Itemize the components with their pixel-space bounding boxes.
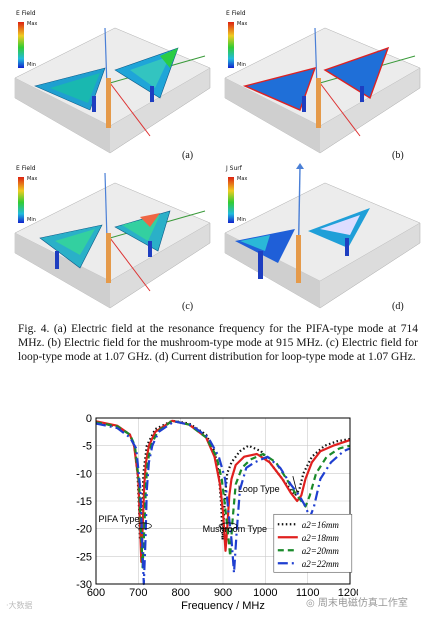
legend-max-b: Max — [237, 21, 248, 27]
pifa-ellipse — [135, 522, 152, 530]
figure-caption: Fig. 4. (a) Electric field at the resona… — [18, 323, 418, 363]
legend-label-3: a2=22mm — [302, 559, 340, 569]
x-tick-label: 700 — [129, 587, 147, 599]
legend-max-a: Max — [27, 21, 38, 27]
field-sim-b — [224, 22, 421, 154]
y-tick-label: -15 — [76, 496, 92, 508]
legend-min-b: Min — [237, 62, 246, 68]
legend-title-b: E Field — [226, 10, 246, 17]
panel-tag-c: (c) — [182, 301, 194, 312]
chart-curves — [95, 419, 351, 586]
y-tick-label: -10 — [76, 468, 92, 480]
annotation-label: Mushroom Type — [203, 524, 267, 534]
x-tick-label: 600 — [87, 587, 105, 599]
legend-title-d: J Surf — [226, 165, 242, 172]
watermark-right: ◎ 周末电磁仿真工作室 — [306, 598, 408, 609]
legend-max-d: Max — [237, 176, 248, 182]
field-panel-d: J Surf Max Min (d) — [220, 163, 425, 313]
y-tick-label: -5 — [82, 441, 92, 453]
series-line-3 — [95, 420, 351, 586]
field-panel-b: E Field Max Min (b) — [220, 8, 425, 161]
legend-label-2: a2=20mm — [302, 546, 340, 556]
y-tick-label: 0 — [86, 413, 92, 425]
legend-max-c: Max — [27, 176, 38, 182]
annotation-label: Loop Type — [238, 484, 280, 494]
x-tick-label: 800 — [171, 587, 189, 599]
field-sim-d — [224, 163, 421, 309]
x-axis-label: Frequency / MHz — [181, 600, 265, 610]
legend-min-d: Min — [237, 217, 246, 223]
legend-label-0: a2=16mm — [302, 520, 340, 530]
legend-label-1: a2=18mm — [302, 533, 340, 543]
panel-tag-d: (d) — [392, 301, 404, 312]
x-tick-label: 1000 — [253, 587, 277, 599]
chart-legend: a2=16mm a2=18mm a2=20mm a2=22mm — [273, 513, 353, 573]
legend-title-c: E Field — [16, 165, 36, 172]
mushroom-ellipse — [218, 522, 238, 530]
y-tick-label: -30 — [76, 579, 92, 591]
y-tick-label: -20 — [76, 524, 92, 536]
legend-min-c: Min — [27, 217, 36, 223]
field-panel-a: E Field Max Min (a) — [10, 8, 215, 161]
chart-annotations: PIFA Type Mushroom Type Loop Type — [99, 476, 298, 534]
x-tick-label: 900 — [214, 587, 232, 599]
legend-min-a: Min — [27, 62, 36, 68]
legend-title-a: E Field — [16, 10, 36, 17]
plot-frame — [95, 417, 351, 585]
x-tick-label: 1100 — [296, 587, 320, 599]
field-panel-c: E Field Max Min (c) — [10, 163, 215, 313]
field-sim-a — [14, 22, 211, 154]
watermark-left: ·大数据 — [6, 601, 33, 610]
loop-arrow — [292, 476, 298, 493]
y-tick-label: -25 — [76, 551, 92, 563]
field-sim-c — [14, 172, 211, 309]
panel-tag-b: (b) — [392, 150, 404, 161]
annotation-label: PIFA Type — [99, 514, 140, 524]
panel-tag-a: (a) — [182, 150, 194, 161]
